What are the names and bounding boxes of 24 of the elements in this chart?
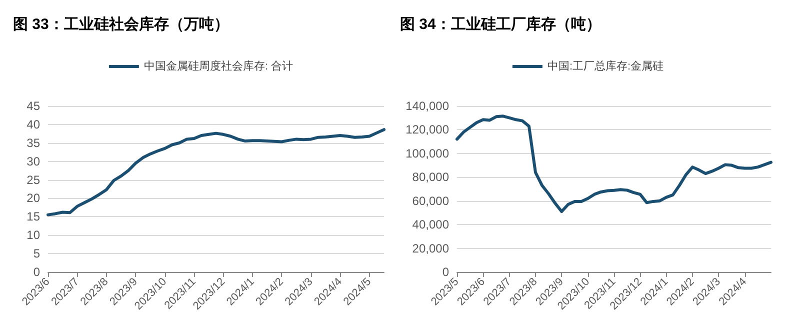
y-tick-label: 40 bbox=[26, 117, 40, 132]
y-tick-label: 20 bbox=[26, 191, 40, 206]
y-tick-label: 40,000 bbox=[412, 218, 450, 232]
y-tick-label: 25 bbox=[26, 172, 40, 187]
y-tick-label: 0 bbox=[442, 265, 450, 279]
y-tick-label: 80,000 bbox=[412, 170, 450, 184]
chart-title: 图 34：工业硅工厂库存（吨） bbox=[400, 15, 601, 33]
y-tick-label: 10 bbox=[26, 228, 40, 242]
y-tick-label: 0 bbox=[33, 265, 40, 279]
y-tick-label: 35 bbox=[26, 136, 40, 150]
y-tick-label: 15 bbox=[26, 210, 40, 224]
y-tick-label: 140,000 bbox=[406, 99, 450, 113]
chart-title: 图 33：工业硅社会库存（万吨） bbox=[13, 15, 229, 33]
y-tick-label: 20,000 bbox=[412, 241, 450, 256]
y-tick-label: 120,000 bbox=[406, 122, 450, 137]
y-tick-label: 100,000 bbox=[406, 146, 450, 160]
legend-label: 中国金属硅周度社会库存: 合计 bbox=[144, 60, 294, 72]
line-series bbox=[456, 114, 772, 214]
line-series bbox=[46, 128, 386, 216]
y-tick-label: 30 bbox=[26, 154, 40, 168]
y-tick-label: 45 bbox=[26, 99, 40, 113]
y-tick-label: 5 bbox=[33, 246, 40, 261]
legend-label: 中国:工厂总库存:金属硅 bbox=[547, 60, 664, 72]
y-tick-label: 60,000 bbox=[412, 194, 450, 208]
